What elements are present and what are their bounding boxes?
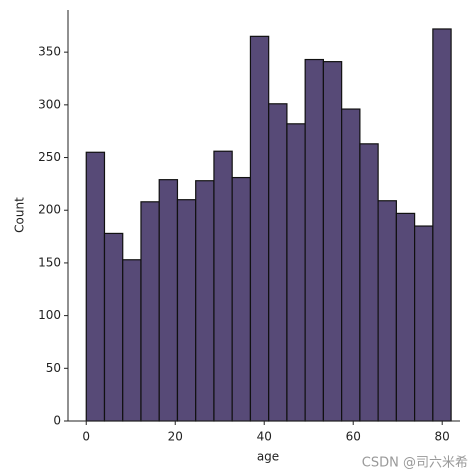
bar — [140, 201, 160, 422]
bar — [103, 232, 124, 422]
bar — [85, 151, 106, 422]
bar — [231, 176, 252, 422]
bar — [268, 103, 288, 422]
bar — [341, 108, 361, 422]
bar — [395, 212, 416, 422]
bar — [213, 150, 233, 422]
x-tick-label: 40 — [257, 430, 272, 444]
bar — [304, 58, 325, 422]
y-tick-label: 50 — [46, 361, 61, 375]
bar — [158, 179, 179, 422]
x-tick-label: 80 — [435, 430, 450, 444]
bar — [322, 61, 343, 422]
bar — [286, 123, 306, 422]
watermark: CSDN @司六米希 — [362, 456, 468, 471]
bar — [122, 259, 142, 422]
x-tick-label: 0 — [82, 430, 90, 444]
bar — [377, 200, 397, 422]
x-axis-label: age — [257, 450, 279, 464]
y-tick-label: 150 — [38, 255, 61, 269]
bar — [359, 143, 379, 422]
x-tick-label: 60 — [346, 430, 361, 444]
y-tick-label: 0 — [53, 414, 61, 428]
bar — [432, 28, 452, 422]
y-tick-label: 200 — [38, 203, 61, 217]
bar — [195, 180, 215, 422]
y-axis-label: Count — [13, 197, 27, 233]
y-tick-label: 250 — [38, 150, 61, 164]
bar — [176, 199, 197, 422]
y-tick-label: 350 — [38, 45, 61, 59]
bar — [414, 225, 434, 422]
bar — [249, 35, 270, 422]
y-tick-label: 300 — [38, 97, 61, 111]
x-tick-label: 20 — [168, 430, 183, 444]
y-tick-label: 100 — [38, 308, 61, 322]
